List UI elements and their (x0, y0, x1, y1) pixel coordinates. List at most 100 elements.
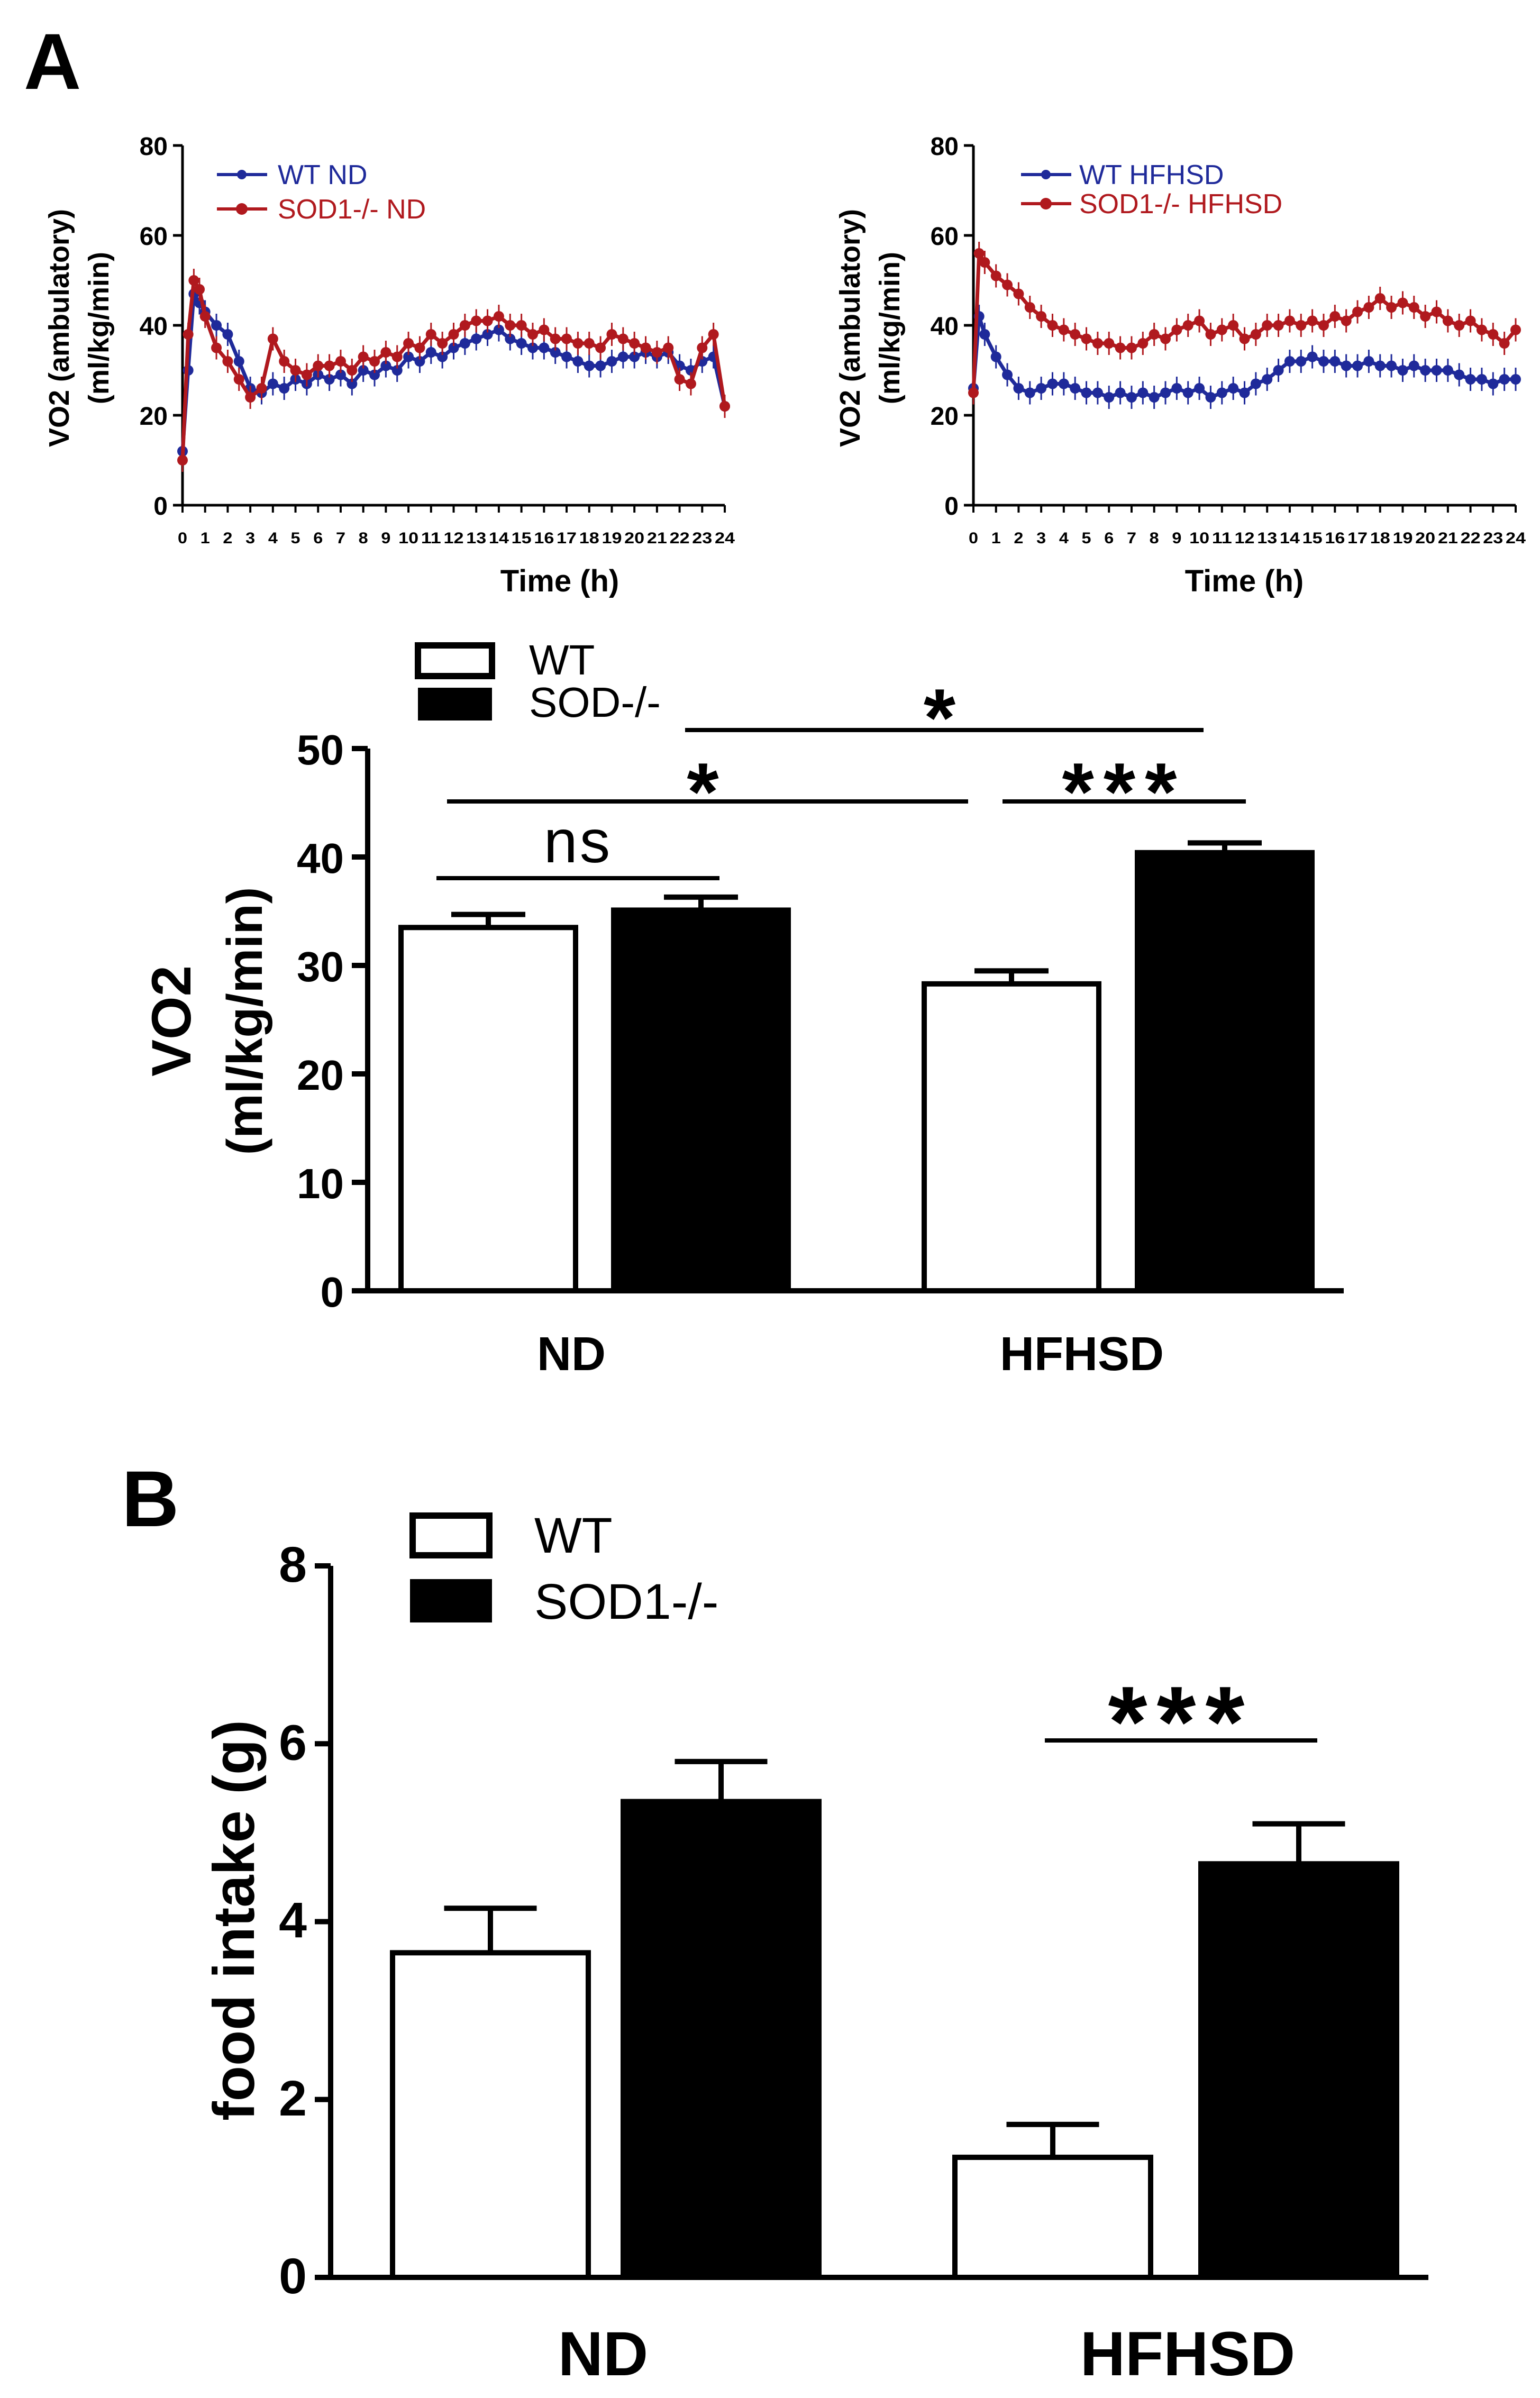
data-point (437, 351, 448, 362)
data-point (550, 347, 561, 358)
x-tick-label: 11 (1212, 530, 1232, 547)
data-point (194, 284, 205, 295)
x-tick-label: 8 (1150, 530, 1159, 547)
y-tick-label: 0 (279, 2248, 307, 2304)
y-tick-label: 80 (140, 133, 168, 161)
data-point (1126, 392, 1137, 403)
x-tick-label: 7 (336, 530, 345, 547)
data-point (617, 333, 628, 344)
data-point (606, 329, 617, 340)
y-tick-label: 40 (140, 313, 168, 341)
data-point (1126, 342, 1137, 353)
data-point (1070, 329, 1081, 340)
data-point (448, 329, 459, 340)
bar-wt-nd (390, 1950, 591, 2280)
data-point (606, 356, 617, 367)
data-point (1002, 369, 1013, 380)
data-point (335, 356, 346, 367)
data-point (1137, 387, 1149, 398)
data-point (279, 356, 290, 367)
data-point (267, 378, 278, 389)
data-point (561, 333, 572, 344)
data-point (1239, 333, 1250, 344)
data-point (1307, 351, 1318, 362)
data-point (347, 365, 358, 376)
data-point (1182, 387, 1193, 398)
x-tick-label: 19 (1392, 530, 1413, 547)
data-point (516, 320, 527, 331)
data-point (1499, 338, 1510, 349)
data-point (1488, 329, 1499, 340)
data-point (369, 356, 380, 367)
legend-label-wt: WT (529, 636, 595, 683)
data-point (211, 342, 222, 353)
significance-label: *** (1108, 1666, 1254, 1778)
data-point (719, 401, 730, 412)
data-point (1205, 329, 1216, 340)
data-point (1307, 315, 1318, 326)
legend-swatch-sod (418, 688, 492, 721)
data-point (1476, 374, 1487, 385)
data-point (640, 342, 651, 353)
category-label-hfhsd: HFHSD (1000, 1328, 1164, 1381)
category-label-nd: ND (537, 1328, 606, 1381)
data-point (403, 351, 414, 362)
category-label-nd: ND (558, 2319, 648, 2389)
data-point (1273, 320, 1284, 331)
data-point (629, 351, 640, 362)
data-point (697, 342, 708, 353)
bar-sod-hfhsd (1135, 850, 1315, 1294)
x-tick-label: 7 (1127, 530, 1136, 547)
y-tick-label: 2 (279, 2071, 307, 2127)
data-point (459, 338, 470, 349)
data-point (1476, 324, 1487, 335)
data-point (1081, 387, 1092, 398)
data-point (1160, 387, 1171, 398)
data-point (335, 369, 346, 380)
significance-label: * (687, 746, 728, 837)
bar-wt-hfhsd (952, 2155, 1153, 2280)
legend-label-wt-nd: WT ND (278, 160, 367, 190)
data-point (1149, 392, 1160, 403)
x-tick-label: 18 (1370, 530, 1390, 547)
data-point (1171, 383, 1182, 394)
legend-swatch-wt (415, 642, 495, 679)
data-point (595, 342, 606, 353)
legend-swatch-wt (409, 1512, 493, 1558)
x-tick-label: 3 (1036, 530, 1046, 547)
data-point (1454, 369, 1465, 380)
x-tick-label: 12 (444, 530, 464, 547)
y-tick-label: 20 (297, 1052, 344, 1099)
data-point (539, 342, 550, 353)
data-point (233, 356, 244, 367)
x-tick-label: 13 (466, 530, 486, 547)
data-point (1036, 383, 1047, 394)
x-tick-label: 8 (359, 530, 368, 547)
y-tick-label: 4 (279, 1893, 307, 1949)
data-point (990, 351, 1001, 362)
data-point (1171, 324, 1182, 335)
legend-marker-wt (1041, 170, 1051, 179)
data-point (968, 387, 979, 398)
data-point (1318, 356, 1329, 367)
series-line-sod (180, 278, 727, 461)
legend-marker-sod (1040, 198, 1052, 209)
legend-label-sod-nd: SOD1-/- ND (278, 194, 426, 225)
data-point (1386, 302, 1397, 313)
data-point (979, 329, 990, 340)
data-point (414, 342, 425, 353)
data-point (358, 365, 369, 376)
x-tick-label: 10 (398, 530, 418, 547)
x-tick-label: 21 (647, 530, 667, 547)
data-point (1454, 320, 1465, 331)
data-point (1510, 374, 1521, 385)
legend-label-wt: WT (534, 1508, 613, 1564)
data-point (391, 351, 403, 362)
x-tick-label: 0 (969, 530, 978, 547)
y-tick-label: 50 (297, 726, 344, 773)
data-point (1465, 374, 1476, 385)
data-point (1070, 383, 1081, 394)
x-tick-label: 5 (1082, 530, 1091, 547)
data-point (1250, 378, 1261, 389)
data-point (1352, 306, 1363, 317)
